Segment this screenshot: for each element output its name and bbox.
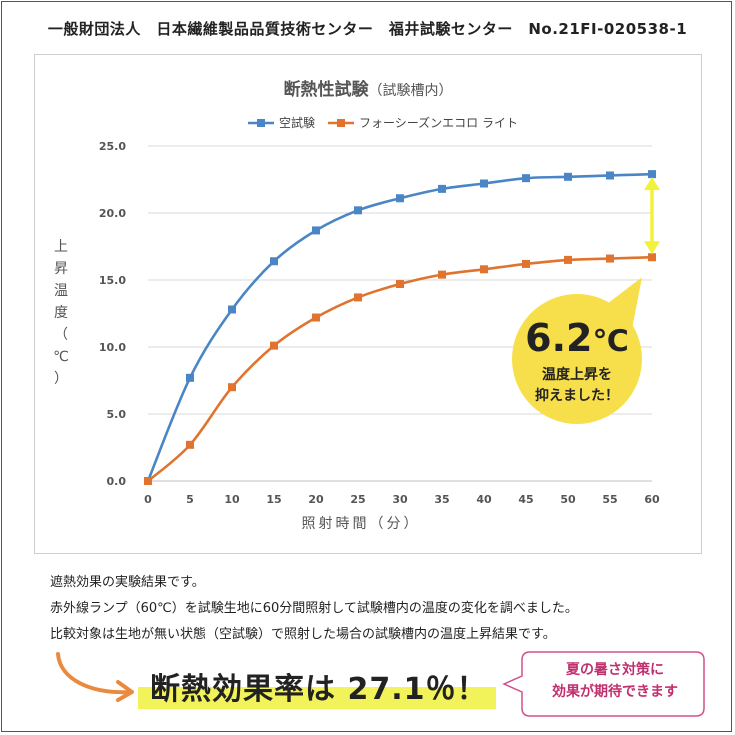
description-line-1: 遮熱効果の実験結果です。 bbox=[50, 575, 205, 590]
annotation-line-1: 温度上昇を bbox=[542, 366, 612, 383]
data-point-series-2 bbox=[606, 254, 614, 263]
data-point-series-2 bbox=[354, 293, 362, 302]
chart-title-main: 断熱性試験 bbox=[284, 79, 370, 100]
y-tick-label: 0.0 bbox=[107, 475, 127, 488]
x-axis-label: 照射時間（分） bbox=[302, 516, 421, 532]
y-tick-label: 5.0 bbox=[107, 408, 127, 421]
data-point-series-2 bbox=[648, 253, 656, 262]
x-tick-label: 50 bbox=[560, 493, 576, 506]
legend-swatch-marker bbox=[337, 119, 345, 127]
x-tick-label: 10 bbox=[224, 493, 240, 506]
data-point-series-2 bbox=[186, 440, 194, 449]
report-header: 一般財団法人 日本繊維製品品質技術センター 福井試験センター No.21FI-0… bbox=[47, 20, 688, 38]
data-point-series-1 bbox=[564, 172, 572, 181]
conclusion-text: 断熱効果率は 27.1％！ bbox=[150, 672, 488, 707]
data-point-series-1 bbox=[648, 170, 656, 179]
chart-subtitle: （試験槽内） bbox=[369, 83, 453, 99]
x-tick-label: 40 bbox=[476, 493, 492, 506]
x-tick-label: 60 bbox=[644, 493, 660, 506]
conclusion-highlight bbox=[138, 687, 496, 709]
arrow-down-icon bbox=[644, 241, 660, 255]
callout-bubble bbox=[502, 651, 705, 717]
data-point-series-1 bbox=[354, 206, 362, 215]
annotation-line-2: 抑えました！ bbox=[535, 387, 619, 404]
data-point-series-1 bbox=[522, 174, 530, 183]
data-point-series-1 bbox=[396, 194, 404, 203]
chart-container: 断熱性試験（試験槽内） 空試験 フォーシーズンエコロ ライト 0 5 10 15 20 25… bbox=[34, 54, 702, 554]
y-tick-label: 10.0 bbox=[99, 341, 126, 354]
y-tick-label: 25.0 bbox=[99, 140, 126, 153]
x-tick-label: 45 bbox=[518, 493, 533, 506]
bubble-tail bbox=[607, 277, 642, 329]
x-tick-label: 35 bbox=[434, 493, 449, 506]
data-point-series-1 bbox=[438, 184, 446, 193]
callout-line-2: 効果が期待できます bbox=[552, 684, 678, 700]
data-point-series-2 bbox=[144, 477, 152, 485]
arrow-up-icon bbox=[644, 177, 660, 191]
x-tick-label: 55 bbox=[602, 493, 617, 506]
data-point-series-2 bbox=[522, 259, 530, 268]
legend-swatch-marker bbox=[257, 119, 265, 127]
x-tick-label: 30 bbox=[392, 493, 408, 506]
x-tick-label: 5 bbox=[186, 493, 194, 506]
x-tick-label: 20 bbox=[308, 493, 324, 506]
data-point-series-1 bbox=[480, 179, 488, 188]
x-tick-label: 15 bbox=[266, 493, 281, 506]
data-point-series-2 bbox=[228, 383, 236, 392]
data-point-series-1 bbox=[270, 257, 278, 266]
data-point-series-1 bbox=[186, 373, 194, 382]
y-tick-label: 20.0 bbox=[99, 207, 126, 220]
x-tick-label: 0 bbox=[144, 493, 152, 506]
callout-text: 夏の暑さ対策に 効果が期待できます bbox=[530, 659, 700, 703]
data-point-series-1 bbox=[606, 171, 614, 180]
line-chart: 断熱性試験（試験槽内） 空試験 フォーシーズンエコロ ライト 0 5 10 15 20 25… bbox=[53, 79, 660, 532]
callout-line-1: 夏の暑さ対策に bbox=[566, 662, 664, 678]
chart-legend: 空試験 フォーシーズンエコロ ライト bbox=[248, 115, 518, 130]
data-point-series-2 bbox=[270, 341, 278, 350]
annotation-value: 6.2℃ bbox=[525, 316, 629, 360]
curved-arrow-icon bbox=[56, 652, 134, 702]
data-point-series-2 bbox=[438, 270, 446, 279]
legend-label: フォーシーズンエコロ ライト bbox=[359, 115, 518, 130]
description-line-3: 比較対象は生地が無い状態（空試験）で照射した場合の試験槽内の温度上昇結果です。 bbox=[50, 627, 556, 642]
data-point-series-2 bbox=[312, 313, 320, 322]
y-axis-label: 上昇温度（℃） bbox=[53, 239, 69, 387]
data-point-series-1 bbox=[312, 226, 320, 235]
data-point-series-2 bbox=[480, 265, 488, 274]
description-line-2: 赤外線ランプ（60℃）を試験生地に60分間照射して試験槽内の温度の変化を調べまし… bbox=[50, 601, 578, 616]
data-point-series-2 bbox=[564, 255, 572, 264]
x-tick-label: 25 bbox=[350, 493, 365, 506]
legend-label: 空試験 bbox=[279, 115, 315, 130]
y-tick-label: 15.0 bbox=[99, 274, 126, 287]
data-point-series-1 bbox=[228, 305, 236, 314]
data-point-series-2 bbox=[396, 280, 404, 289]
chart-title: 断熱性試験（試験槽内） bbox=[284, 79, 453, 100]
annotation-bubble bbox=[512, 294, 642, 424]
